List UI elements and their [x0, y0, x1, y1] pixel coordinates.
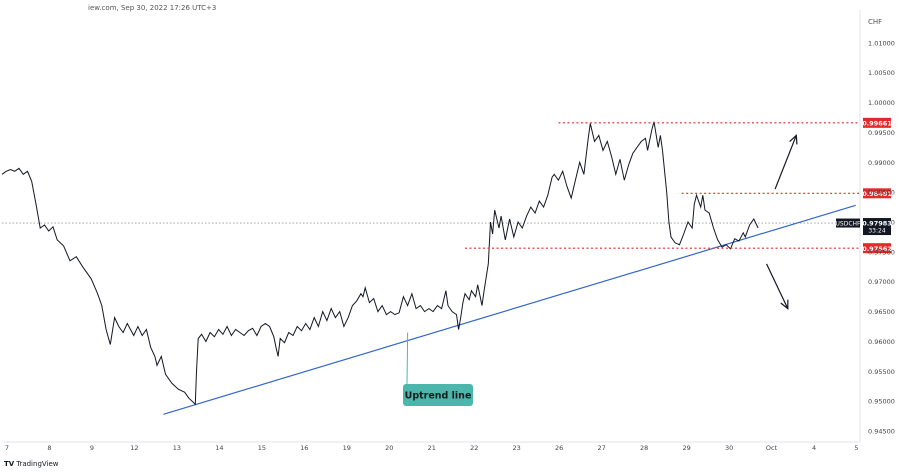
x-tick-label: 7 — [5, 444, 9, 452]
x-tick-label: 23 — [513, 444, 521, 452]
y-tick-label: 0.97000 — [868, 278, 895, 286]
tradingview-name: TradingView — [16, 460, 59, 468]
level-price-label: 0.99661 — [862, 119, 892, 127]
support-resistance-levels: 0.99661 0.98481 0.97562 — [464, 117, 892, 254]
y-tick-label: 1.00000 — [868, 99, 895, 107]
uptrend-label-pointer — [406, 332, 409, 386]
y-tick-label: 1.01000 — [868, 39, 895, 47]
symbol-tag — [836, 218, 860, 228]
y-tick-label: 0.99500 — [868, 129, 895, 137]
arrow-shaft — [774, 135, 797, 190]
x-tick-label: 22 — [470, 444, 478, 452]
y-tick-label: 0.99000 — [868, 159, 895, 167]
level-price-label: 0.98481 — [862, 190, 892, 198]
x-tick-label: 9 — [90, 444, 94, 452]
current-price-label: 0.97983 — [862, 220, 892, 228]
arrow-shaft — [766, 263, 789, 309]
tradingview-logo-icon: TV — [4, 460, 15, 468]
x-tick-label: 15 — [258, 444, 266, 452]
arrow-down-icon — [766, 263, 789, 310]
x-tick-label: 19 — [343, 444, 351, 452]
x-tick-label: 20 — [385, 444, 393, 452]
x-tick-label: 5 — [854, 444, 858, 452]
level-price-tag — [863, 188, 891, 199]
uptrend-label-box[interactable] — [403, 384, 473, 406]
y-tick-label: 0.98500 — [868, 189, 895, 197]
x-tick-label: 14 — [215, 444, 223, 452]
arrow-up-icon — [774, 134, 798, 190]
x-tick-label: 13 — [173, 444, 181, 452]
y-tick-label: 0.95500 — [868, 368, 895, 376]
x-tick-label: 26 — [555, 444, 563, 452]
x-tick-label: Oct — [766, 444, 778, 452]
time-axis: 7 8 9 12 13 14 15 16 19 20 21 22 23 26 27 28 29 30 Oct 4 5 — [2, 441, 860, 452]
y-tick-label: 0.95000 — [868, 398, 895, 406]
y-tick-label: 0.96000 — [868, 338, 895, 346]
x-tick-label: 8 — [47, 444, 51, 452]
uptrend-line[interactable] — [163, 204, 856, 415]
countdown-label: 33:24 — [868, 228, 885, 235]
arrow-head — [789, 134, 798, 145]
uptrend-label-text: Uptrend line — [405, 391, 472, 402]
chart-source-header: iew.com, Sep 30, 2022 17:26 UTC+3 — [88, 4, 217, 12]
x-tick-label: 30 — [725, 444, 733, 452]
arrow-head — [780, 299, 789, 310]
level-price-tag — [863, 117, 891, 128]
x-tick-label: 21 — [428, 444, 436, 452]
plot-area[interactable]: Uptrend line — [1, 121, 860, 415]
price-series-line[interactable] — [1, 121, 759, 406]
y-tick-label: 0.94500 — [868, 428, 895, 436]
y-tick-label: 1.00500 — [868, 69, 895, 77]
y-tick-label: 0.96500 — [868, 308, 895, 316]
x-tick-label: 29 — [682, 444, 690, 452]
level-price-label: 0.97562 — [862, 245, 892, 253]
x-tick-label: 28 — [640, 444, 648, 452]
x-tick-label: 16 — [300, 444, 308, 452]
x-tick-label: 27 — [598, 444, 606, 452]
level-price-tag — [863, 243, 891, 254]
x-tick-label: 4 — [812, 444, 816, 452]
price-axis: CHF 1.01000 1.00500 1.00000 0.99500 0.99000 0.… — [836, 10, 895, 442]
x-tick-label: 12 — [130, 444, 138, 452]
currency-label: CHF — [868, 18, 882, 26]
symbol-label: USDCHF — [836, 220, 862, 227]
current-price-tag — [863, 218, 891, 236]
tradingview-branding[interactable]: TV TradingView — [4, 460, 59, 468]
y-tick-label: 0.97500 — [868, 248, 895, 256]
